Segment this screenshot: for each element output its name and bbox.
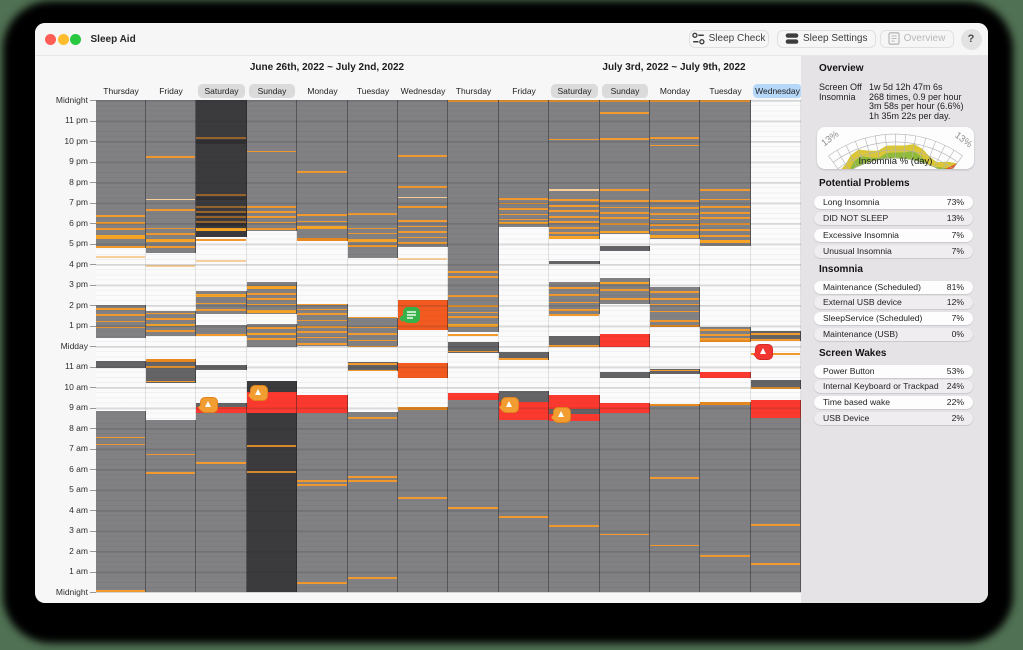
svg-text:13%: 13% (952, 130, 974, 151)
svg-text:13%: 13% (819, 128, 841, 149)
